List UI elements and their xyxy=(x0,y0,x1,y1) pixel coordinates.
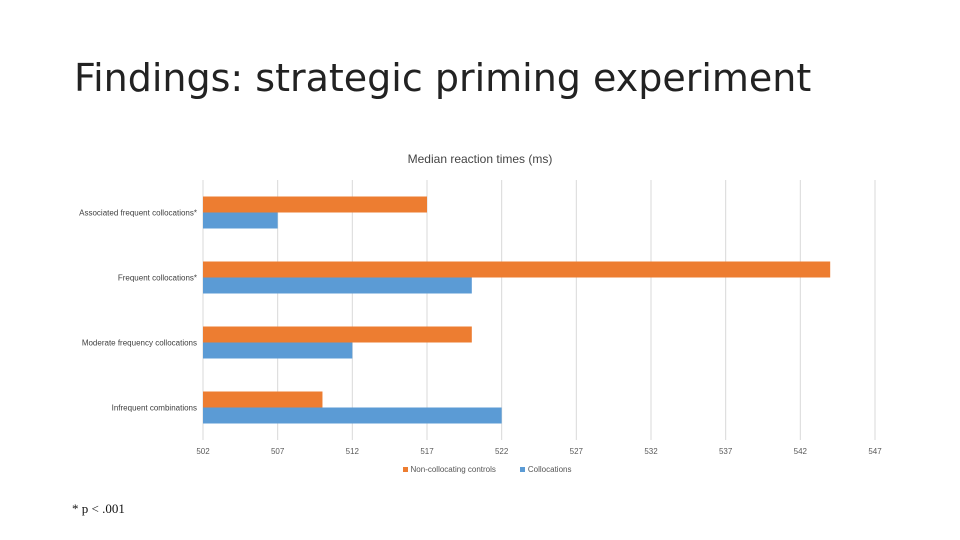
legend-label-non-collocating: Non-collocating controls xyxy=(410,465,496,474)
x-tick-labels: 502 507 512 517 522 527 532 537 542 547 xyxy=(196,447,882,456)
category-label: Frequent collocations* xyxy=(118,274,197,283)
x-tick-label: 542 xyxy=(794,447,808,456)
legend-item-collocations: Collocations xyxy=(519,465,572,474)
x-tick-label: 517 xyxy=(420,447,434,456)
bar-non-collocating xyxy=(203,326,472,343)
x-tick-label: 512 xyxy=(346,447,360,456)
x-tick-label: 527 xyxy=(570,447,584,456)
legend-swatch-collocations xyxy=(519,467,525,472)
bar-non-collocating xyxy=(203,261,831,278)
bar-non-collocating xyxy=(203,196,427,213)
category-label: Infrequent combinations xyxy=(112,404,197,413)
bars xyxy=(203,196,831,424)
bar-collocations xyxy=(203,277,472,294)
x-tick-label: 522 xyxy=(495,447,509,456)
significance-footnote: * p < .001 xyxy=(72,501,125,516)
bar-collocations xyxy=(203,342,353,359)
x-tick-label: 507 xyxy=(271,447,285,456)
category-labels: Associated frequent collocations* Frequen… xyxy=(79,209,197,413)
legend-swatch-non-collocating xyxy=(402,467,408,472)
legend: Non-collocating controls Collocations xyxy=(0,465,960,474)
bar-collocations xyxy=(203,212,278,229)
bar-collocations xyxy=(203,407,502,424)
category-label: Moderate frequency collocations xyxy=(82,339,197,348)
category-label: Associated frequent collocations* xyxy=(79,209,197,218)
x-tick-label: 537 xyxy=(719,447,733,456)
slide-title: Findings: strategic priming experiment xyxy=(74,56,812,100)
legend-label-collocations: Collocations xyxy=(527,465,572,474)
legend-item-non-collocating: Non-collocating controls xyxy=(402,465,496,474)
x-tick-label: 502 xyxy=(196,447,210,456)
x-tick-label: 547 xyxy=(868,447,882,456)
x-tick-label: 532 xyxy=(644,447,658,456)
bar-non-collocating xyxy=(203,391,323,408)
chart-title: Median reaction times (ms) xyxy=(407,152,553,166)
